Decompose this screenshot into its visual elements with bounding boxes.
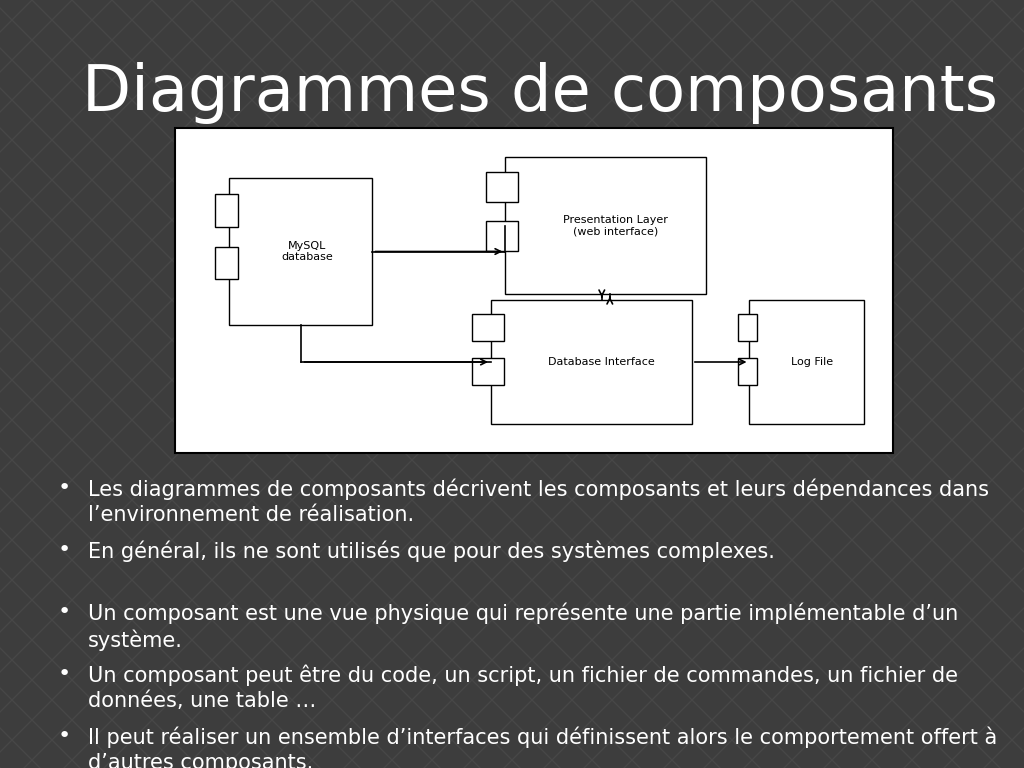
Text: Un composant peut être du code, un script, un fichier de commandes, un fichier d: Un composant peut être du code, un scrip… [88,664,958,711]
Text: Log File: Log File [792,357,834,367]
Bar [175,128,893,453]
Bar [738,359,757,386]
Bar [486,172,518,202]
Text: Il peut réaliser un ensemble d’interfaces qui définissent alors le comportement : Il peut réaliser un ensemble d’interface… [88,726,997,768]
Text: •: • [58,478,72,498]
Bar [738,314,757,341]
Text: Presentation Layer
(web interface): Presentation Layer (web interface) [563,215,668,237]
Text: •: • [58,664,72,684]
Text: •: • [58,540,72,560]
Bar [750,300,864,424]
Text: Database Interface: Database Interface [548,357,654,367]
Bar [505,157,707,293]
Bar [472,359,504,386]
Text: Un composant est une vue physique qui représente une partie implémentable d’un
s: Un composant est une vue physique qui re… [88,602,958,651]
Bar [215,247,238,280]
Text: •: • [58,726,72,746]
Text: En général, ils ne sont utilisés que pour des systèmes complexes.: En général, ils ne sont utilisés que pou… [88,540,775,561]
Bar [472,314,504,341]
Text: Diagrammes de composants: Diagrammes de composants [82,62,998,124]
Bar [228,178,373,325]
Text: MySQL
database: MySQL database [282,240,334,263]
Text: Les diagrammes de composants décrivent les composants et leurs dépendances dans
: Les diagrammes de composants décrivent l… [88,478,989,525]
Text: •: • [58,602,72,622]
Bar [490,300,692,424]
Bar [486,221,518,251]
Bar [215,194,238,227]
